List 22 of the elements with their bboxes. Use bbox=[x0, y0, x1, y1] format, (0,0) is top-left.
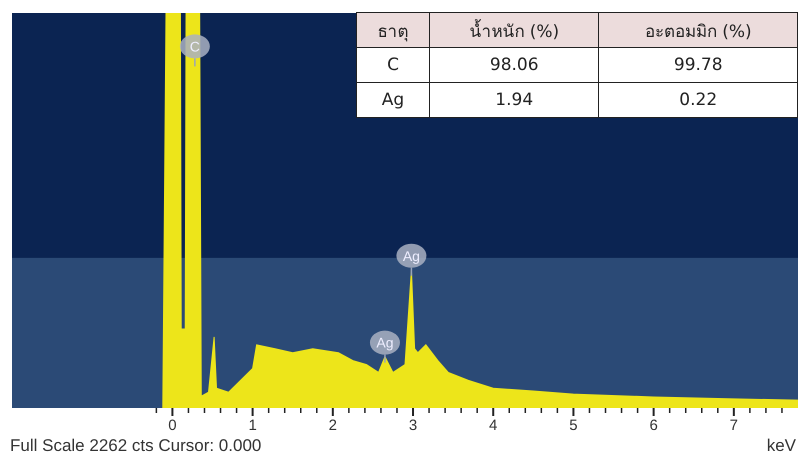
annotation: ธาตุ bbox=[356, 12, 430, 48]
x-tick-label: 0 bbox=[168, 417, 177, 434]
annotation: C bbox=[190, 38, 200, 54]
text: Full Scale 2262 cts Cursor: 0.000 bbox=[10, 436, 262, 456]
x-tick-label: 4 bbox=[489, 417, 498, 434]
annotation: C bbox=[356, 48, 430, 82]
annotation: 98.06 bbox=[430, 48, 599, 82]
x-tick-label: 1 bbox=[248, 417, 257, 434]
annotation: อะตอมมิก (%) bbox=[598, 12, 798, 48]
annotation: Ag bbox=[376, 334, 394, 351]
x-tick-label: 2 bbox=[328, 417, 337, 434]
x-tick-label: 3 bbox=[408, 417, 418, 434]
x-tick-label: 6 bbox=[649, 417, 658, 434]
annotation: 0.22 bbox=[598, 82, 798, 118]
annotation: 1.94 bbox=[430, 82, 599, 118]
annotation: น้ำหนัก (%) bbox=[430, 12, 599, 48]
x-axis-title: keV bbox=[766, 436, 796, 456]
annotation: 99.78 bbox=[598, 48, 798, 82]
annotation: Ag bbox=[356, 82, 430, 118]
x-tick-label: 5 bbox=[569, 417, 578, 434]
x-tick-label: 7 bbox=[730, 417, 738, 434]
annotation: Ag bbox=[402, 248, 420, 264]
